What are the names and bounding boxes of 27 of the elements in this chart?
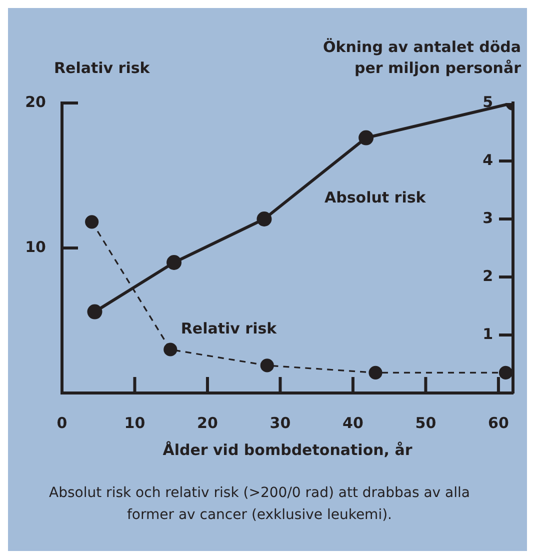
y2-tick-label: 2 — [482, 266, 493, 285]
point — [368, 366, 382, 380]
x-tick-label: 60 — [488, 414, 509, 432]
x-tick-label: 10 — [124, 414, 146, 432]
y2-tick-label: 3 — [482, 208, 493, 227]
x-tick-label: 30 — [270, 414, 291, 432]
x-tick-label: 50 — [415, 414, 436, 432]
y2-tick-label: 1 — [482, 324, 493, 343]
point — [85, 215, 99, 229]
series-label: Relativ risk — [180, 319, 278, 338]
y2-axis-title: Ökning av antalet döda per miljon personår — [322, 38, 522, 77]
point — [166, 255, 182, 270]
point — [498, 366, 513, 380]
point — [87, 304, 102, 320]
text: Absolut risk och relativ risk (>200/0 rad) att drabbas av alla former av cancer (exklusive leukemi). — [49, 485, 470, 523]
point — [164, 342, 178, 356]
x-axis-title: Ålder vid bombdetonation, år — [162, 441, 413, 459]
series-label: Absolut risk — [324, 188, 427, 206]
x-tick-label: 0 — [56, 414, 68, 432]
point — [256, 212, 272, 226]
x-tick-label: 20 — [197, 414, 218, 432]
point — [260, 358, 274, 372]
y2-tick-label: 5 — [482, 92, 493, 111]
x-tick-label: 40 — [342, 414, 364, 432]
point — [358, 130, 374, 146]
y-axis-title: Relativ risk — [54, 59, 151, 77]
y2-tick-label: 4 — [482, 150, 493, 169]
